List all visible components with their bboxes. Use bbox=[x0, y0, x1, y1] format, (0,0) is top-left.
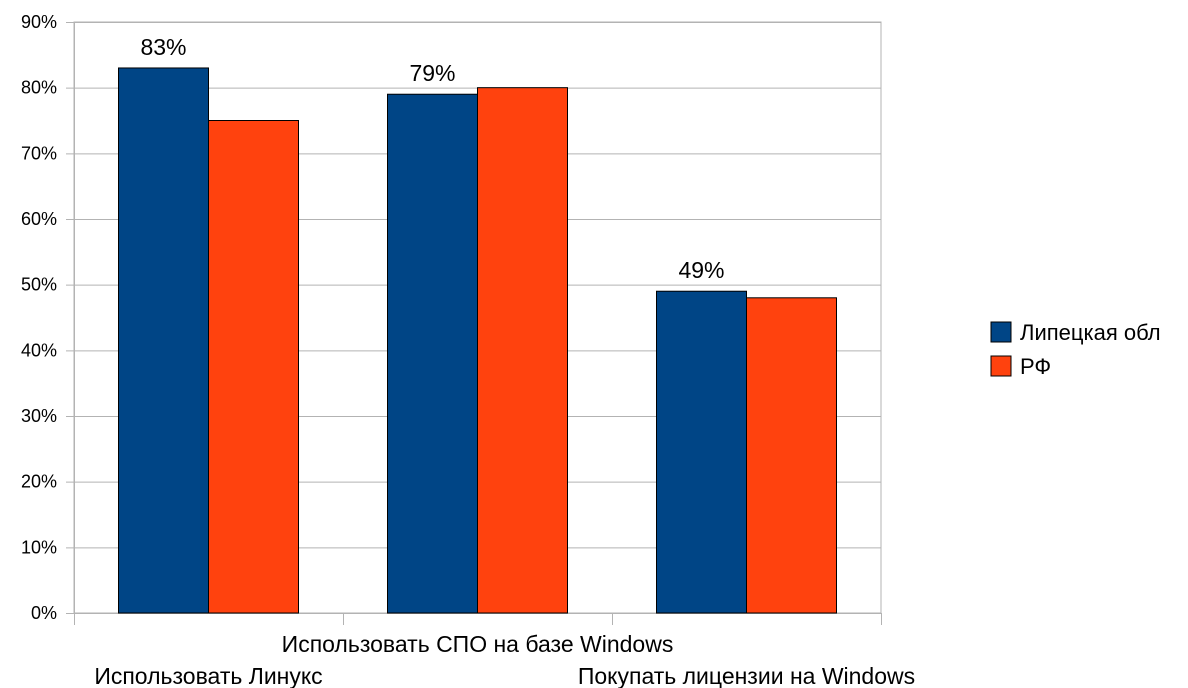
y-tick-label: 70% bbox=[21, 143, 57, 163]
legend-swatch bbox=[990, 321, 1012, 343]
y-tick-label: 10% bbox=[21, 537, 57, 557]
legend: Липецкая обл РФ bbox=[990, 320, 1161, 379]
bar bbox=[746, 297, 837, 614]
y-tick-label: 30% bbox=[21, 406, 57, 426]
y-tick-label: 60% bbox=[21, 209, 57, 229]
bar bbox=[387, 93, 478, 614]
data-label: 83% bbox=[140, 34, 186, 60]
bar bbox=[118, 67, 209, 614]
x-tick-label: Использовать Линукс bbox=[94, 663, 322, 688]
y-tick-label: 20% bbox=[21, 472, 57, 492]
data-label: 49% bbox=[678, 257, 724, 283]
legend-label: Липецкая обл bbox=[1020, 320, 1161, 345]
legend-swatch bbox=[990, 355, 1012, 377]
y-tick-label: 0% bbox=[31, 603, 57, 623]
data-labels: 83% 79% 49% bbox=[140, 34, 724, 283]
bar bbox=[656, 290, 747, 614]
legend-label: РФ bbox=[1020, 354, 1051, 379]
x-axis: Использовать Линукс Использовать СПО на б… bbox=[74, 613, 915, 688]
y-axis: 0% 10% 20% 30% 40% 50% 60% 70% 80% 90% bbox=[21, 12, 75, 623]
data-label: 79% bbox=[409, 60, 455, 86]
bar bbox=[477, 87, 568, 614]
bars bbox=[118, 67, 837, 614]
y-tick-label: 50% bbox=[21, 275, 57, 295]
y-tick-label: 40% bbox=[21, 340, 57, 360]
y-tick-label: 90% bbox=[21, 12, 57, 32]
x-tick-label: Использовать СПО на базе Windows bbox=[282, 631, 674, 657]
y-tick-label: 80% bbox=[21, 78, 57, 98]
x-tick-label: Покупать лицензии на Windows bbox=[578, 663, 915, 688]
bar bbox=[208, 120, 299, 614]
